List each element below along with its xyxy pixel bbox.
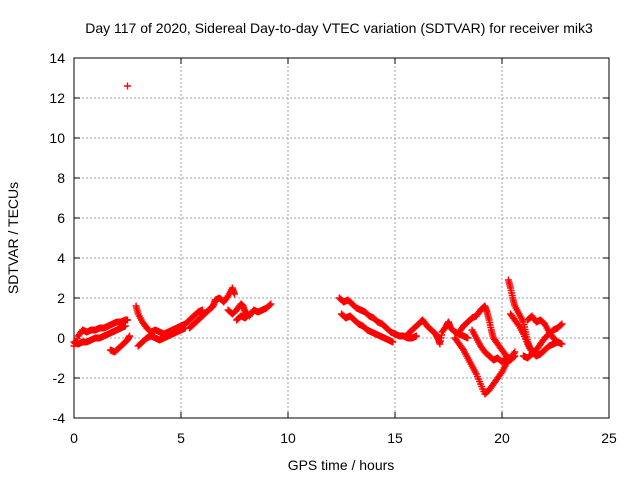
data-point (510, 353, 518, 361)
data-point (511, 352, 519, 360)
x-tick-label: 25 (601, 430, 617, 446)
x-tick-label: 20 (494, 430, 510, 446)
y-tick-label: 0 (57, 330, 65, 346)
y-tick-label: 14 (49, 50, 65, 66)
data-point (124, 82, 131, 90)
data-point (502, 354, 510, 362)
x-tick-label: 15 (387, 430, 403, 446)
y-tick-label: 6 (57, 210, 65, 226)
data-point (558, 320, 566, 328)
data-points (70, 82, 566, 398)
y-tick-label: 4 (57, 250, 65, 266)
data-point (389, 338, 397, 346)
data-point (244, 311, 252, 319)
data-point (412, 332, 420, 340)
x-tick-label: 5 (177, 430, 185, 446)
data-point (267, 300, 275, 308)
y-tick-label: 10 (49, 130, 65, 146)
y-tick-label: 2 (57, 290, 65, 306)
data-point (231, 290, 238, 298)
data-point (554, 338, 562, 346)
y-tick-label: 8 (57, 170, 65, 186)
data-point (126, 332, 134, 340)
x-tick-label: 10 (280, 430, 296, 446)
data-point (464, 334, 472, 342)
y-tick-label: -2 (53, 370, 66, 386)
x-axis-label: GPS time / hours (288, 457, 395, 473)
data-point (124, 316, 131, 324)
chart-title: Day 117 of 2020, Sidereal Day-to-day VTE… (85, 20, 593, 36)
y-axis-label: SDTVAR / TECUs (5, 182, 21, 294)
data-point (558, 340, 566, 348)
data-point (121, 322, 129, 330)
data-point (553, 337, 561, 345)
grid (74, 58, 609, 418)
data-point (501, 355, 509, 363)
y-tick-label: -4 (53, 410, 66, 426)
axis-ticks: 0 5 10 15 20 25 -4 -2 0 2 4 6 8 10 12 14 (49, 50, 617, 446)
plot-frame (73, 57, 610, 419)
y-tick-label: 12 (49, 90, 65, 106)
data-point (245, 310, 253, 318)
x-tick-label: 0 (70, 430, 78, 446)
data-point (266, 301, 274, 309)
data-point (557, 321, 565, 329)
